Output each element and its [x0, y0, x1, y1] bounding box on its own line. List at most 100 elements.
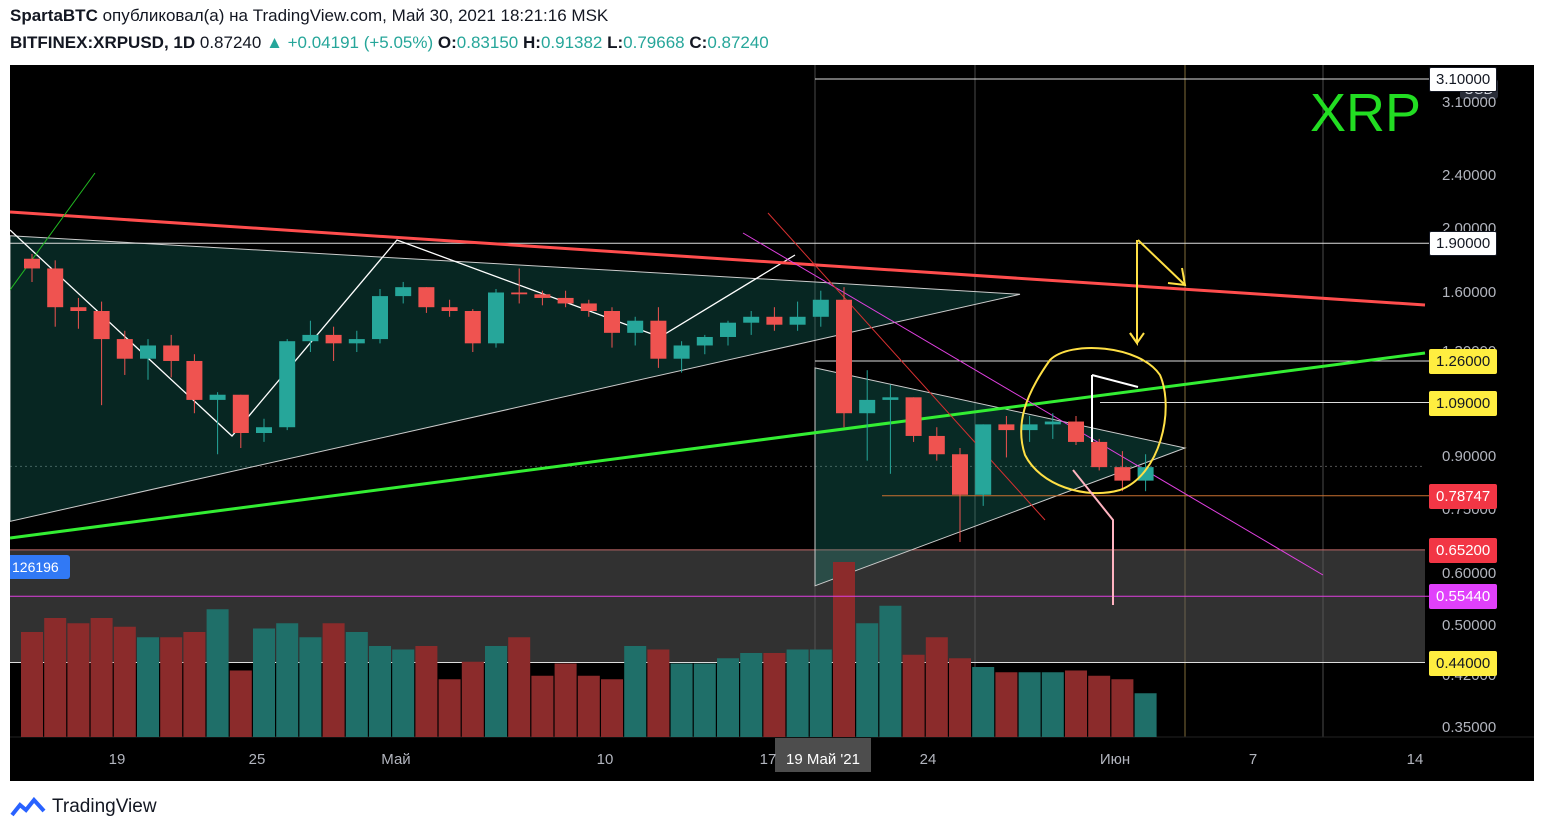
- symbol-info: BITFINEX:XRPUSD, 1D 0.87240 ▲ +0.04191 (…: [10, 33, 769, 53]
- candle-body: [93, 310, 110, 340]
- price-tick: 0.90000: [1442, 448, 1497, 466]
- candle-body: [836, 299, 852, 414]
- open-value: 0.83150: [456, 33, 519, 52]
- chart-svg[interactable]: [10, 65, 1534, 781]
- candle-body: [441, 307, 458, 311]
- price-tick: 2.40000: [1442, 167, 1497, 185]
- price-label[interactable]: 1.90000: [1429, 231, 1498, 257]
- price-tick: 0.60000: [1442, 564, 1497, 582]
- price-label[interactable]: 0.65200: [1429, 537, 1498, 563]
- author-name[interactable]: SpartaBTC: [10, 6, 98, 25]
- high-label: H:: [522, 33, 541, 52]
- volume-bar: [206, 609, 229, 737]
- volume-bar: [786, 649, 809, 737]
- price-label[interactable]: 0.44000: [1429, 650, 1498, 676]
- volume-bar: [113, 626, 136, 737]
- symbol-name[interactable]: BITFINEX:XRPUSD, 1D: [10, 33, 196, 52]
- candle-body: [163, 345, 180, 361]
- candle-body: [209, 394, 226, 400]
- volume-bar: [415, 646, 438, 737]
- candle-body: [464, 310, 481, 344]
- candle-body: [998, 424, 1015, 431]
- price-tick: 1.60000: [1442, 283, 1497, 301]
- candle-body: [696, 336, 713, 346]
- time-tick: 10: [596, 751, 614, 768]
- candle-body: [766, 316, 783, 325]
- last-price: 0.87240: [199, 33, 262, 52]
- white-arrow-right: [1091, 374, 1139, 388]
- volume-bar: [322, 623, 345, 737]
- volume-bar: [856, 623, 879, 737]
- volume-bar: [1018, 672, 1041, 737]
- time-tick: 24: [919, 751, 937, 768]
- volume-bar: [183, 632, 206, 737]
- volume-bar: [137, 637, 159, 737]
- volume-bar: [670, 663, 693, 737]
- resistance-line: [10, 210, 1426, 307]
- time-tick: 25: [248, 751, 266, 768]
- price-label[interactable]: 0.55440: [1429, 584, 1498, 610]
- pink-arrow: [1072, 469, 1114, 605]
- price-label[interactable]: 3.10000: [1429, 67, 1498, 92]
- volume-label: 126196: [10, 555, 70, 579]
- candle-body: [348, 339, 365, 344]
- time-tick: Май: [381, 751, 411, 768]
- wave-zigzag: [10, 229, 796, 437]
- volume-bar: [763, 653, 786, 737]
- volume-bar: [717, 658, 739, 737]
- candle-body: [673, 345, 690, 359]
- price-tick: 3.10000: [1442, 93, 1497, 111]
- candle-body: [47, 268, 64, 308]
- volume-bar: [647, 649, 670, 737]
- published-text: опубликовал(а) на TradingView.com, Май 3…: [102, 6, 609, 25]
- magenta-trend-line: [742, 232, 1324, 576]
- volume-bar: [601, 679, 623, 737]
- candle-body: [70, 307, 87, 311]
- candle-body: [882, 397, 899, 400]
- time-tick: 19: [108, 751, 126, 768]
- open-label: O:: [437, 33, 457, 52]
- price-label[interactable]: 1.09000: [1429, 390, 1498, 416]
- candle-body: [372, 296, 388, 340]
- candle-body: [256, 427, 272, 434]
- volume-bar: [90, 618, 113, 737]
- volume-bar: [160, 637, 183, 737]
- volume-bar: [438, 679, 461, 737]
- pattern-triangle-1: [10, 235, 1021, 522]
- support-zone: [10, 549, 1425, 663]
- price-label[interactable]: 0.78747: [1429, 483, 1498, 509]
- publication-info: SpartaBTC опубликовал(а) на TradingView.…: [10, 6, 608, 26]
- volume-bar: [740, 653, 763, 737]
- candle-body: [1114, 467, 1131, 481]
- candle-body: [859, 399, 876, 414]
- candle-body: [1021, 424, 1038, 431]
- volume-bar: [299, 637, 322, 737]
- candle-body: [24, 258, 40, 269]
- candle-body: [1091, 441, 1108, 468]
- volume-bar: [902, 654, 925, 737]
- yellow-arrow-down: [1129, 240, 1138, 347]
- price-change: ▲ +0.04191 (+5.05%): [266, 33, 434, 52]
- candle-body: [952, 454, 968, 495]
- volume-bar: [508, 637, 531, 737]
- candle-body: [650, 320, 667, 359]
- candle-body: [975, 424, 992, 495]
- chart-area[interactable]: XRP USD 126196 3.100002.400002.000001.60…: [10, 65, 1534, 781]
- time-tick: 7: [1248, 751, 1258, 768]
- volume-bar: [369, 646, 391, 737]
- yellow-arrowhead-diag: [1167, 267, 1187, 287]
- footer-brand: TradingView: [52, 796, 157, 817]
- candle-body: [395, 287, 412, 297]
- green-thin-line: [10, 172, 96, 291]
- tradingview-footer[interactable]: TradingView: [10, 796, 157, 818]
- candle-body: [140, 345, 156, 359]
- volume-bar: [392, 649, 415, 737]
- candle-body: [511, 292, 528, 295]
- close-label: C:: [689, 33, 708, 52]
- candle-body: [789, 316, 806, 325]
- candle-body: [1137, 467, 1154, 481]
- volume-bar: [531, 675, 554, 737]
- candle-body: [1068, 421, 1084, 442]
- time-tick: Июн: [1099, 751, 1131, 768]
- price-label[interactable]: 1.26000: [1429, 348, 1498, 374]
